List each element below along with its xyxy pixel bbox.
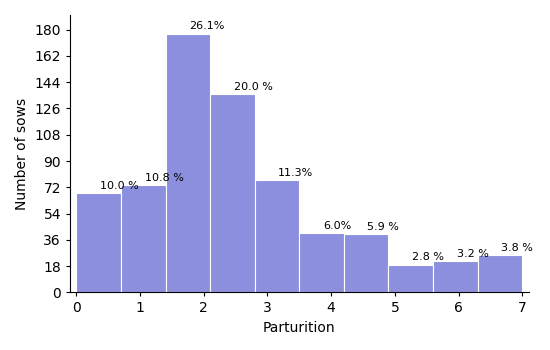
Bar — [299, 233, 344, 292]
Bar — [166, 34, 210, 292]
Text: 26.1%: 26.1% — [189, 21, 224, 31]
Text: 20.0 %: 20.0 % — [234, 82, 273, 92]
Text: 3.8 %: 3.8 % — [501, 243, 533, 253]
X-axis label: Parturition: Parturition — [263, 321, 336, 335]
Text: 5.9 %: 5.9 % — [367, 222, 399, 232]
Bar — [388, 265, 433, 292]
Bar — [76, 193, 121, 292]
Bar — [433, 261, 477, 292]
Y-axis label: Number of sows: Number of sows — [15, 98, 29, 210]
Bar — [477, 255, 522, 292]
Bar — [255, 180, 299, 292]
Bar — [121, 186, 166, 292]
Text: 10.0 %: 10.0 % — [100, 181, 139, 191]
Text: 10.8 %: 10.8 % — [145, 173, 184, 183]
Bar — [210, 94, 255, 292]
Text: 11.3%: 11.3% — [278, 168, 314, 178]
Text: 3.2 %: 3.2 % — [456, 248, 488, 259]
Text: 6.0%: 6.0% — [323, 221, 351, 231]
Bar — [344, 234, 388, 292]
Text: 2.8 %: 2.8 % — [412, 252, 444, 262]
